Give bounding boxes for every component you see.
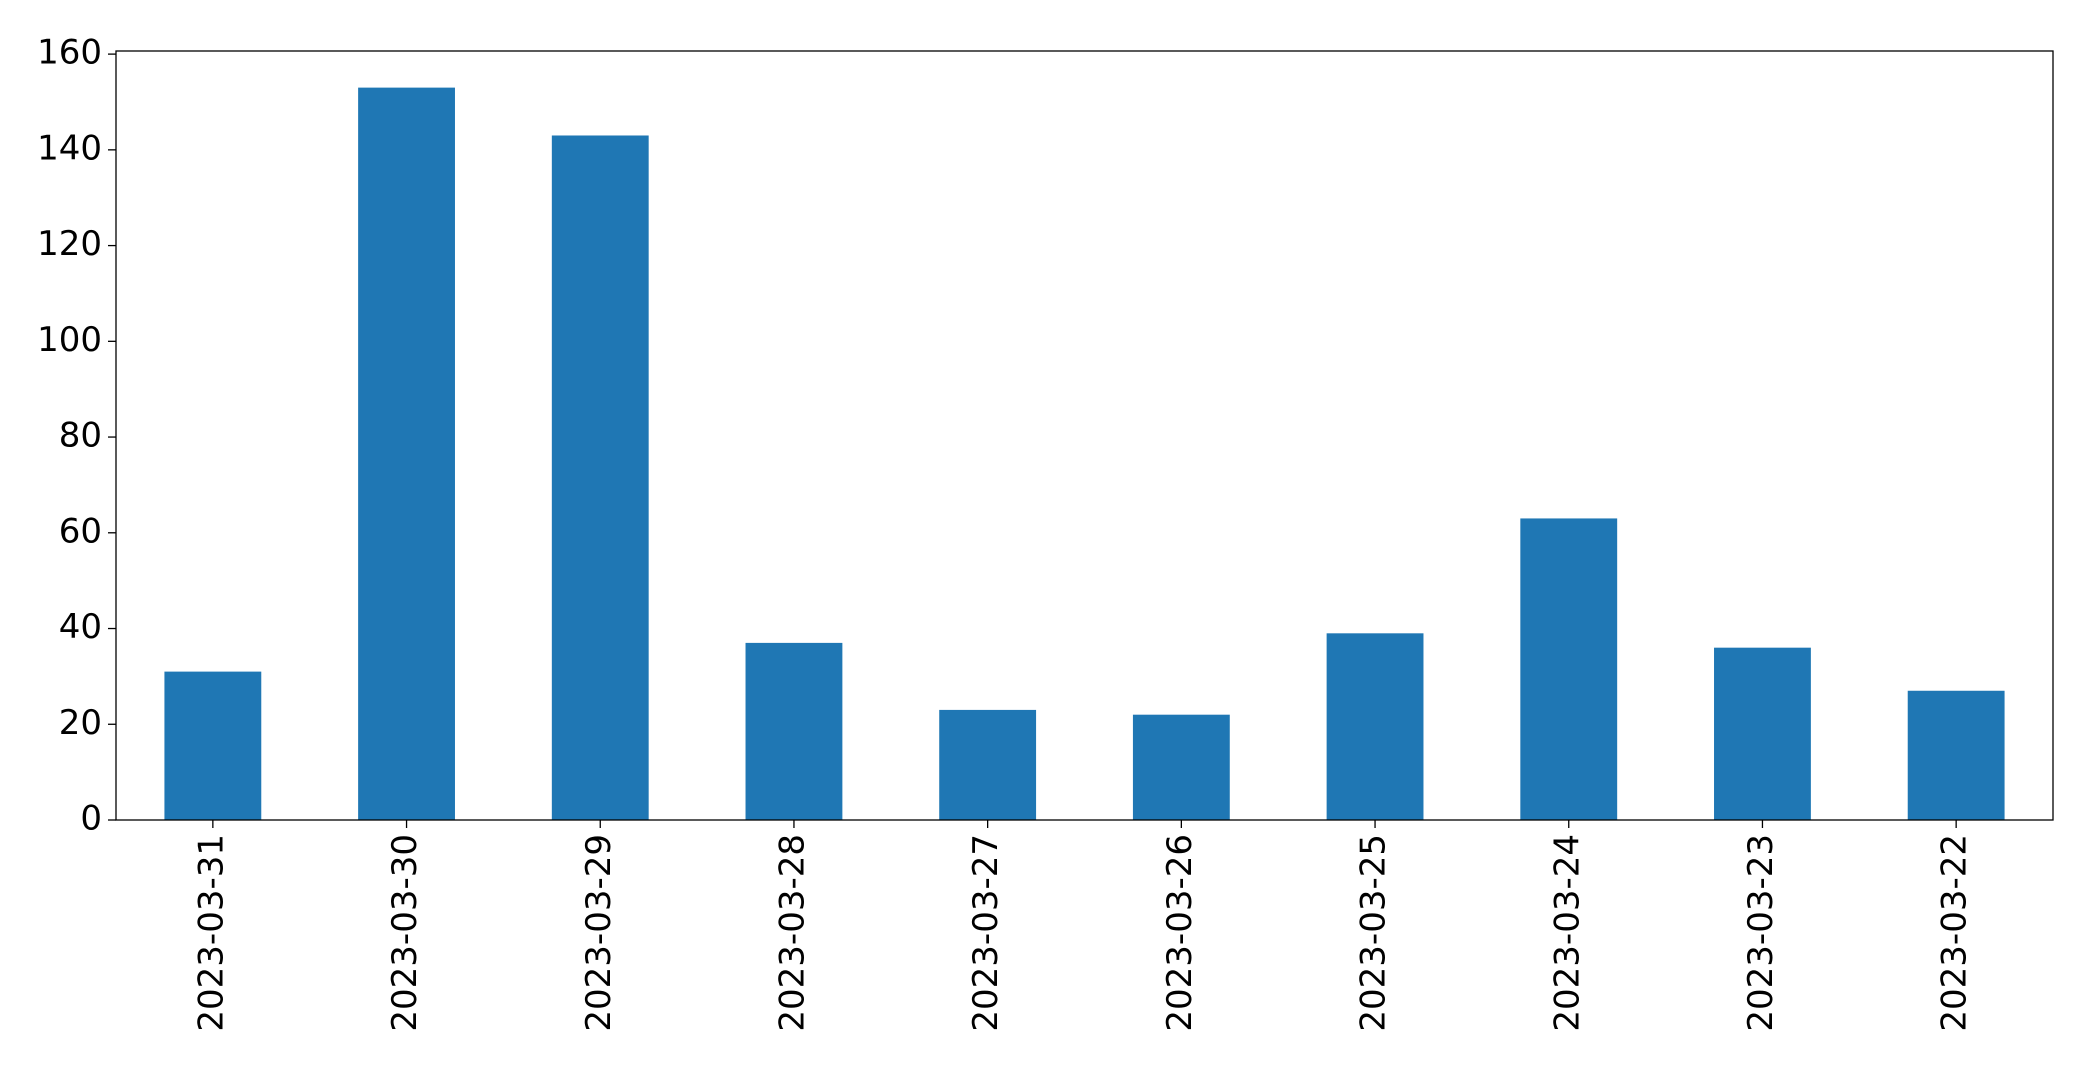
y-tick-label: 80 [59, 416, 102, 456]
x-tick-label: 2023-03-24 [1547, 834, 1587, 1032]
bar [1520, 518, 1618, 820]
bar [939, 709, 1037, 820]
x-tick-label: 2023-03-27 [966, 834, 1006, 1032]
y-tick-label: 40 [59, 607, 102, 647]
bar [1132, 714, 1230, 820]
bar [551, 135, 649, 821]
bar [1326, 633, 1424, 820]
x-tick-label: 2023-03-25 [1354, 834, 1394, 1032]
x-tick-label: 2023-03-22 [1935, 834, 1975, 1032]
y-tick-label: 60 [59, 511, 102, 551]
x-tick-label: 2023-03-31 [191, 834, 231, 1032]
x-tick-label: 2023-03-30 [385, 834, 425, 1032]
x-tick-label: 2023-03-29 [579, 834, 619, 1032]
x-tick-label: 2023-03-26 [1160, 834, 1200, 1032]
bar [164, 671, 262, 820]
y-tick-label: 100 [37, 320, 102, 360]
bar [745, 642, 843, 820]
x-tick-label: 2023-03-23 [1741, 834, 1781, 1032]
plot-frame [115, 50, 2054, 821]
y-tick-label: 160 [37, 33, 102, 73]
bar [1907, 690, 2005, 820]
y-tick-label: 140 [37, 128, 102, 168]
x-tick-label: 2023-03-28 [772, 834, 812, 1032]
y-tick-label: 120 [37, 224, 102, 264]
y-tick-label: 20 [59, 703, 102, 743]
y-tick-label: 0 [80, 799, 102, 839]
bar [358, 87, 455, 821]
bar [1714, 647, 1811, 820]
